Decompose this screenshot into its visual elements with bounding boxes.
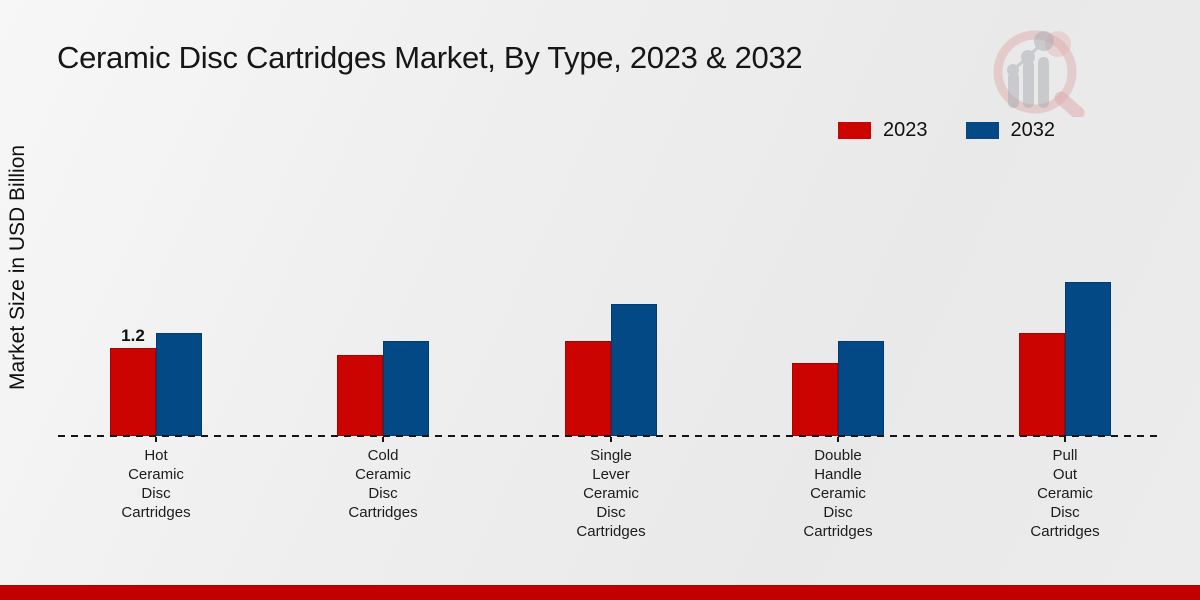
x-axis-tick xyxy=(155,437,157,442)
bar-2023-category-3 xyxy=(565,341,611,436)
category-label-4: Double Handle Ceramic Disc Cartridges xyxy=(803,447,873,540)
legend-label-2023: 2023 xyxy=(883,119,928,141)
category-label-1: Hot Ceramic Disc Cartridges xyxy=(121,447,191,521)
bar-2023-category-2 xyxy=(337,355,383,436)
footer-accent-bar xyxy=(0,585,1200,600)
magnifier-bar-chart-watermark-icon xyxy=(980,22,1100,122)
bar-2032-category-4 xyxy=(838,341,884,436)
category-label-5: Pull Out Ceramic Disc Cartridges xyxy=(1030,447,1100,540)
x-axis-dashed-baseline xyxy=(58,435,1160,437)
chart-title: Ceramic Disc Cartridges Market, By Type,… xyxy=(57,40,803,75)
bar-2023-category-4 xyxy=(792,363,838,436)
x-axis-tick xyxy=(610,437,612,442)
legend-swatch-2032 xyxy=(965,122,999,139)
legend-label-2032: 2032 xyxy=(1010,119,1056,141)
category-label-2: Cold Ceramic Disc Cartridges xyxy=(348,447,418,521)
x-axis-tick xyxy=(1064,437,1066,442)
category-label-3: Single Lever Ceramic Disc Cartridges xyxy=(576,447,646,540)
bar-2032-category-2 xyxy=(383,341,429,436)
bar-2023-category-1 xyxy=(110,348,156,436)
legend: 2023 2032 xyxy=(838,119,1055,142)
bar-2032-category-1 xyxy=(156,333,202,436)
legend-item-2023: 2023 xyxy=(838,119,928,142)
legend-item-2032: 2032 xyxy=(965,119,1056,142)
x-axis-tick xyxy=(382,437,384,442)
legend-swatch-2023 xyxy=(838,122,871,139)
bar-value-label: 1.2 xyxy=(121,326,145,345)
x-axis-tick xyxy=(837,437,839,442)
bar-2032-category-3 xyxy=(611,304,657,436)
bar-2023-category-5 xyxy=(1019,333,1065,436)
bar-2032-category-5 xyxy=(1065,282,1111,436)
